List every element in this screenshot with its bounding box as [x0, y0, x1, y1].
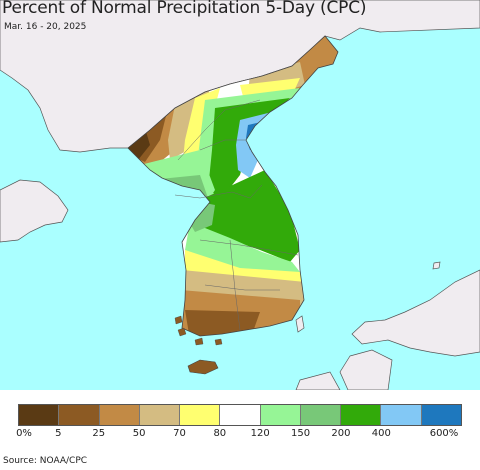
legend-tick-label: 5: [55, 428, 62, 439]
legend-swatch: [260, 405, 301, 425]
legend-tick-label: 80: [213, 428, 227, 439]
legend-swatch: [19, 405, 60, 425]
legend-tick-label: 600%: [429, 428, 459, 439]
legend-swatch: [381, 405, 422, 425]
legend-swatch: [300, 405, 342, 425]
southern-islands: [174, 315, 223, 346]
legend-tick-label: 200: [331, 428, 351, 439]
legend-swatch: [180, 405, 221, 425]
surrounding-land: [0, 0, 480, 390]
admin-borders: [174, 99, 299, 331]
legend-tick-label: 50: [132, 428, 146, 439]
legend-swatch: [220, 405, 261, 425]
legend-tick-labels: 0% 5 25 50 70 80 120 150 200 400 600%: [0, 428, 480, 442]
map-title: Percent of Normal Precipitation 5-Day (C…: [2, 0, 367, 18]
legend-swatch: [139, 405, 181, 425]
legend-tick-label: 120: [250, 428, 270, 439]
korea-coastline: [127, 35, 339, 337]
legend-swatch: [341, 405, 382, 425]
legend-tick-label: 400: [371, 428, 391, 439]
legend-tick-label: 150: [290, 428, 311, 439]
precipitation-map: [0, 0, 480, 390]
precipitation-shading: [128, 36, 338, 336]
legend-tick-label: 70: [173, 428, 186, 439]
color-legend: [18, 404, 462, 426]
legend-swatch: [421, 405, 461, 425]
map-date-range: Mar. 16 - 20, 2025: [4, 22, 87, 32]
source-note: Source: NOAA/CPC: [3, 456, 88, 466]
jeju-island: [187, 359, 219, 375]
legend-swatch: [59, 405, 100, 425]
legend-tick-label: 25: [92, 428, 106, 439]
legend-swatch: [99, 405, 140, 425]
legend-tick-label: 0%: [16, 428, 32, 439]
